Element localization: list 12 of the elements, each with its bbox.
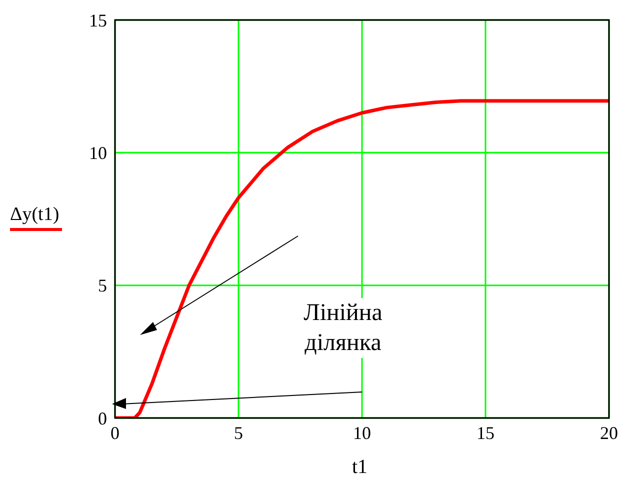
x-axis-title: t1 [352, 456, 368, 479]
x-tick-label: 20 [600, 422, 618, 443]
y-tick-label: 10 [89, 143, 107, 164]
y-tick-label: 0 [98, 408, 107, 428]
y-tick-label: 5 [98, 276, 107, 296]
annotation: Лінійна ділянка [288, 298, 398, 358]
x-tick-label: 5 [234, 422, 243, 443]
x-tick-label: 10 [353, 422, 371, 443]
x-tick-label: 0 [110, 422, 120, 443]
y-tick-label: 15 [89, 10, 107, 30]
y-axis-title: Δy(t1) [10, 204, 60, 225]
x-tick-label: 15 [476, 422, 494, 443]
